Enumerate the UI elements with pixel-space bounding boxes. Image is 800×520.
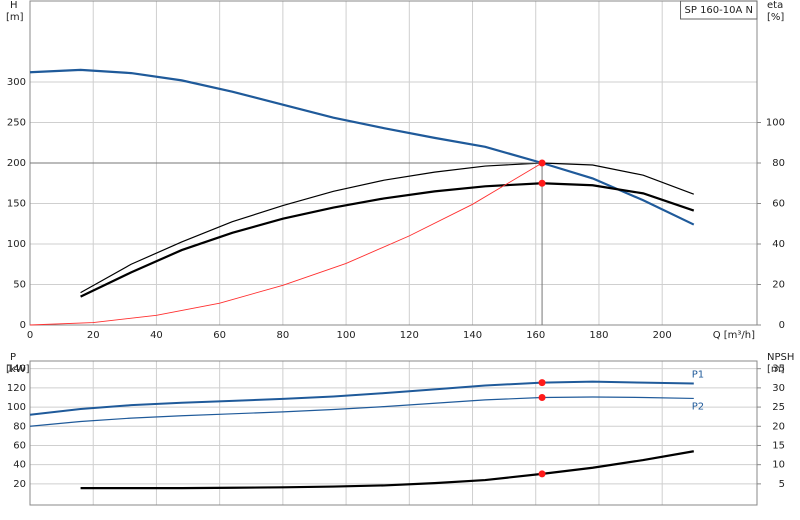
curve (29, 162, 543, 326)
y-axis-unit: [m] (6, 12, 24, 23)
x-tick-label: 20 (87, 330, 100, 341)
y-tick-label: 60 (13, 440, 26, 451)
x-tick-label: 180 (589, 330, 608, 341)
y-tick-label: 150 (7, 199, 26, 210)
x-tick-label: 200 (653, 330, 672, 341)
x-tick-label: 140 (463, 330, 482, 341)
y2-axis-unit: [%] (767, 12, 784, 23)
y2-axis-unit: [m] (767, 364, 785, 375)
legend-box-text: SP 160-10A N (685, 5, 753, 16)
legend-box (680, 0, 758, 20)
y2-tick-label: 35 (772, 364, 785, 375)
y2-tick-label: 0 (779, 320, 785, 331)
y-tick-label: 40 (13, 460, 26, 471)
duty-point (538, 159, 546, 167)
x-tick-label: 80 (277, 330, 290, 341)
y2-tick-label: 80 (772, 158, 785, 169)
y-tick-label: 100 (7, 239, 26, 250)
y2-tick-label: 60 (772, 199, 785, 210)
y2-tick-label: 5 (779, 479, 785, 490)
x-axis-label: Q [m³/h] (713, 330, 755, 341)
y2-tick-label: 20 (772, 421, 785, 432)
y2-tick-label: 40 (772, 239, 785, 250)
y-tick-label: 80 (13, 421, 26, 432)
curve (80, 182, 695, 298)
y2-tick-label: 20 (772, 280, 785, 291)
x-tick-label: 0 (27, 330, 33, 341)
y2-axis-label: eta (767, 0, 783, 11)
y2-tick-label: 10 (772, 460, 785, 471)
y2-tick-label: 15 (772, 440, 785, 451)
y-tick-label: 140 (7, 364, 26, 375)
duty-point (538, 470, 546, 478)
y-tick-label: 100 (7, 402, 26, 413)
x-tick-label: 100 (337, 330, 356, 341)
y2-axis-label: NPSH (767, 352, 794, 363)
y-tick-label: 20 (13, 479, 26, 490)
duty-point (538, 179, 546, 187)
curve (29, 380, 694, 416)
y-axis-unit: [kW] (6, 364, 30, 375)
curve (29, 396, 694, 427)
y2-tick-label: 100 (766, 118, 785, 129)
y-tick-label: 120 (7, 383, 26, 394)
x-tick-label: 160 (526, 330, 545, 341)
y2-tick-label: 25 (772, 402, 785, 413)
y-axis-label: H (10, 0, 18, 11)
duty-point (538, 379, 546, 387)
y-axis-label: P (10, 352, 16, 363)
y-tick-label: 50 (13, 280, 26, 291)
series-label: P2 (692, 401, 704, 412)
y-tick-label: 0 (20, 320, 26, 331)
x-tick-label: 60 (213, 330, 226, 341)
curve (80, 450, 694, 490)
plot-frame (29, 360, 758, 506)
y2-tick-label: 30 (772, 383, 785, 394)
duty-point (538, 393, 546, 401)
curve (80, 162, 694, 294)
x-tick-label: 40 (150, 330, 163, 341)
series-label: P1 (692, 370, 704, 381)
curve (29, 68, 695, 226)
y-tick-label: 200 (7, 158, 26, 169)
y-tick-label: 300 (7, 77, 26, 88)
y-tick-label: 250 (7, 118, 26, 129)
x-tick-label: 120 (400, 330, 419, 341)
